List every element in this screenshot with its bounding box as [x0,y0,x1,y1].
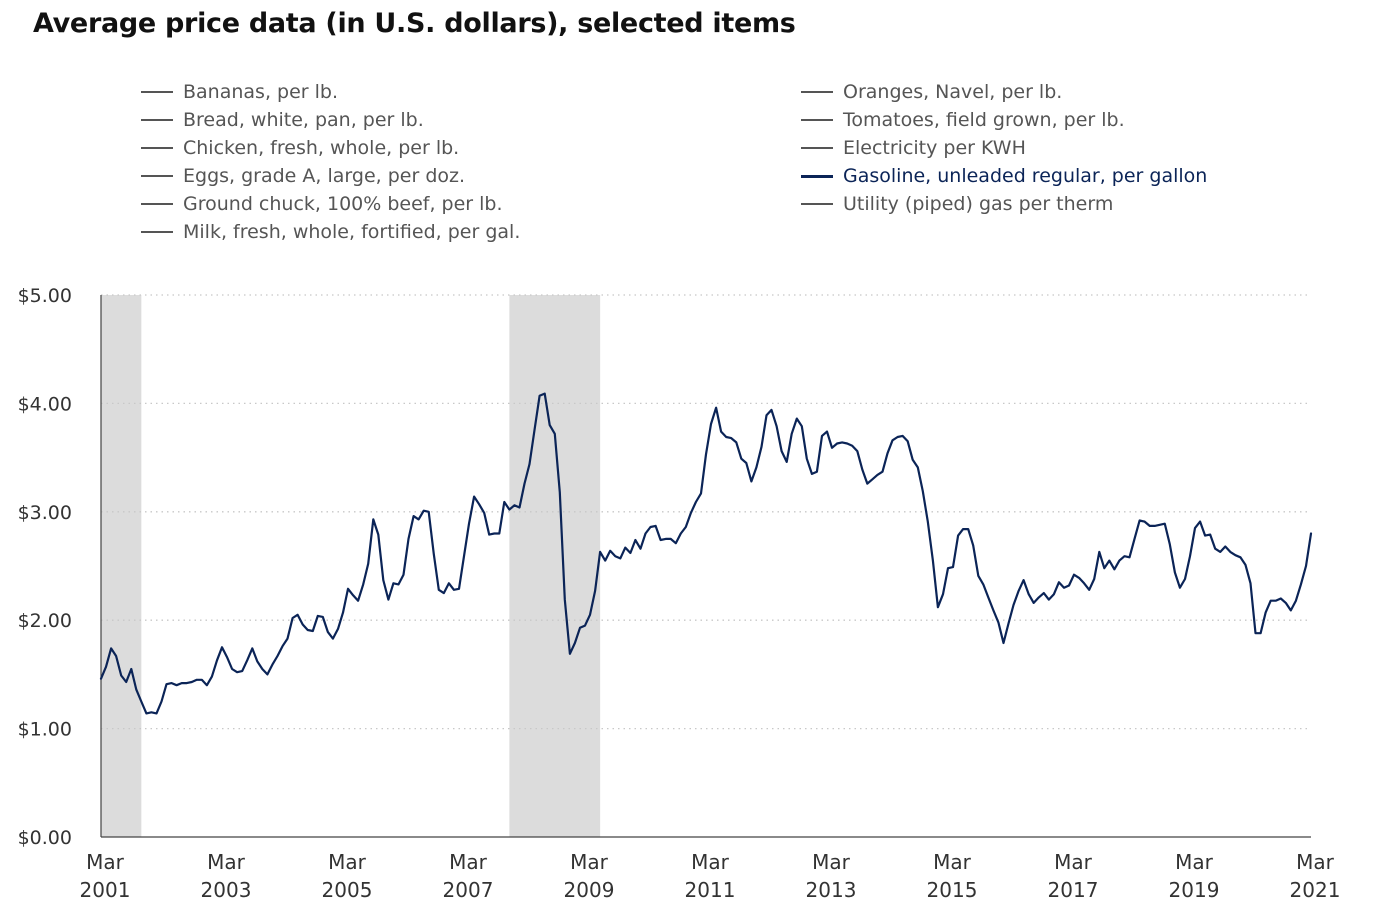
x-tick-month-label: Mar [933,850,972,874]
legend-swatch [141,231,173,233]
legend-swatch [141,147,173,149]
legend-label: Eggs, grade A, large, per doz. [183,165,466,187]
legend-label: Gasoline, unleaded regular, per gallon [843,165,1208,187]
x-tick-label-layer: Mar 2001 Mar 2003 Mar 2005 Mar 2007 Mar 2009 Mar 20… [80,850,1341,902]
x-tick-month-label: Mar [1054,850,1093,874]
x-tick-year-label: 2019 [1169,878,1220,902]
legend-item-chicken[interactable]: Chicken, fresh, whole, per lb. [141,135,459,161]
x-tick-month-label: Mar [207,850,246,874]
legend-label: Chicken, fresh, whole, per lb. [183,137,460,159]
legend-item-tomatoes[interactable]: Tomatoes, field grown, per lb. [801,107,1125,133]
x-tick-year-label: 2021 [1290,878,1341,902]
x-tick-month-label: Mar [328,850,367,874]
legend-label: Utility (piped) gas per therm [843,193,1114,215]
legend-label: Oranges, Navel, per lb. [843,81,1063,103]
y-tick-label: $0.00 [18,827,72,849]
x-tick-year-label: 2015 [927,878,978,902]
x-tick-month-label: Mar [449,850,488,874]
legend-item-milk[interactable]: Milk, fresh, whole, fortified, per gal. [141,219,520,245]
x-tick-year-label: 2007 [443,878,494,902]
axis-layer [100,295,1311,838]
x-tick-month-label: Mar [691,850,730,874]
legend-label: Milk, fresh, whole, fortified, per gal. [183,221,521,243]
legend-item-gasoline[interactable]: Gasoline, unleaded regular, per gallon [801,163,1207,189]
legend-item-bread[interactable]: Bread, white, pan, per lb. [141,107,424,133]
legend-label: Electricity per KWH [843,137,1026,159]
x-tick-month-label: Mar [570,850,609,874]
series-layer [99,392,1313,715]
x-tick-month-label: Mar [812,850,851,874]
legend-item-utility-gas[interactable]: Utility (piped) gas per therm [801,191,1113,217]
legend-swatch [141,175,173,177]
legend-label: Tomatoes, field grown, per lb. [843,109,1125,131]
recession-shading-layer [101,295,601,837]
legend-swatch [141,119,173,121]
x-tick-year-label: 2017 [1048,878,1099,902]
legend-item-electricity[interactable]: Electricity per KWH [801,135,1026,161]
legend-swatch [801,91,833,93]
legend-swatch [801,147,833,149]
y-tick-label: $4.00 [18,393,72,415]
x-tick-year-label: 2011 [685,878,736,902]
x-tick-year-label: 2013 [806,878,857,902]
gridline-layer [101,294,1311,730]
y-tick-label: $3.00 [18,502,72,524]
y-tick-label-layer: $0.00 $1.00 $2.00 $3.00 $4.00 $5.00 [18,285,72,849]
legend-item-bananas[interactable]: Bananas, per lb. [141,79,338,105]
x-tick-year-label: 2001 [80,878,131,902]
recession-band [509,295,601,837]
legend-swatch [801,203,833,205]
chart-title: Average price data (in U.S. dollars), se… [33,8,796,39]
recession-band [101,295,142,837]
x-tick-month-label: Mar [1296,850,1335,874]
legend-swatch [141,91,173,93]
y-tick-label: $1.00 [18,719,72,741]
x-tick-year-label: 2005 [322,878,373,902]
legend-label: Ground chuck, 100% beef, per lb. [183,193,503,215]
legend-item-ground-chuck[interactable]: Ground chuck, 100% beef, per lb. [141,191,503,217]
legend-swatch [801,174,833,178]
y-tick-label: $2.00 [18,610,72,632]
legend-item-eggs[interactable]: Eggs, grade A, large, per doz. [141,163,465,189]
legend-swatch [801,119,833,121]
series-line-gasoline[interactable] [99,392,1313,715]
legend-label: Bread, white, pan, per lb. [183,109,424,131]
legend-label: Bananas, per lb. [183,81,339,103]
legend-item-oranges[interactable]: Oranges, Navel, per lb. [801,79,1062,105]
y-tick-label: $5.00 [18,285,72,307]
x-tick-month-label: Mar [86,850,125,874]
legend-swatch [141,203,173,205]
x-tick-year-label: 2003 [201,878,252,902]
x-tick-year-label: 2009 [564,878,615,902]
x-tick-month-label: Mar [1175,850,1214,874]
